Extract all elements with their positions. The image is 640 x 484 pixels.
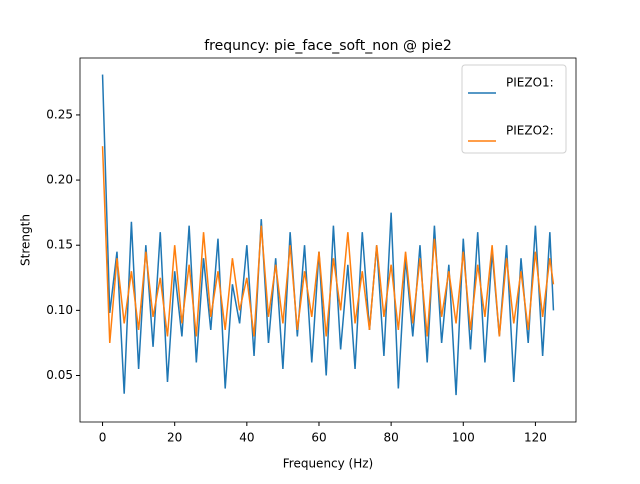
y-tick-label: 0.10 — [46, 303, 73, 317]
legend-label: PIEZO2: — [506, 124, 554, 138]
x-tick-label: 100 — [452, 431, 475, 445]
x-tick-label: 60 — [311, 431, 326, 445]
legend-box — [461, 64, 567, 154]
plot-frame — [79, 57, 577, 423]
x-tick-label: 0 — [99, 431, 107, 445]
y-tick-label: 0.20 — [46, 173, 73, 187]
chart-title: frequncy: pie_face_soft_non @ pie2 — [204, 38, 452, 54]
x-tick-label: 40 — [239, 431, 254, 445]
y-tick-label: 0.25 — [46, 107, 73, 121]
x-axis-label: Frequency (Hz) — [283, 457, 374, 471]
x-tick-label: 20 — [167, 431, 182, 445]
series-line — [101, 146, 555, 343]
x-tick-label: 120 — [524, 431, 547, 445]
x-tick-label: 80 — [383, 431, 398, 445]
y-tick-label: 0.15 — [46, 238, 73, 252]
legend-label: PIEZO1: — [506, 76, 554, 90]
y-tick-label: 0.05 — [46, 368, 73, 382]
y-axis-label: Strength — [19, 214, 33, 266]
